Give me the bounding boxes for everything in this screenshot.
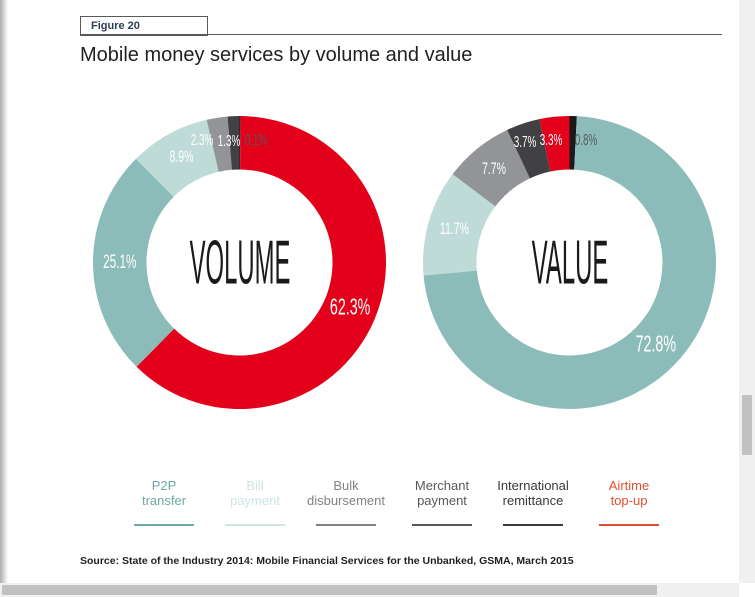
svg-text:7.7%: 7.7% <box>482 158 506 177</box>
svg-text:62.3%: 62.3% <box>330 295 370 320</box>
svg-text:0.8%: 0.8% <box>575 131 598 149</box>
svg-text:11.7%: 11.7% <box>440 218 469 237</box>
svg-text:2.3%: 2.3% <box>191 131 214 149</box>
svg-text:3.3%: 3.3% <box>540 131 563 149</box>
svg-text:1.3%: 1.3% <box>218 132 241 150</box>
svg-text:25.1%: 25.1% <box>103 252 136 272</box>
svg-text:72.8%: 72.8% <box>636 332 676 357</box>
svg-text:3.7%: 3.7% <box>514 133 537 151</box>
svg-text:0.1%: 0.1% <box>245 131 268 149</box>
svg-text:8.9%: 8.9% <box>170 147 194 166</box>
